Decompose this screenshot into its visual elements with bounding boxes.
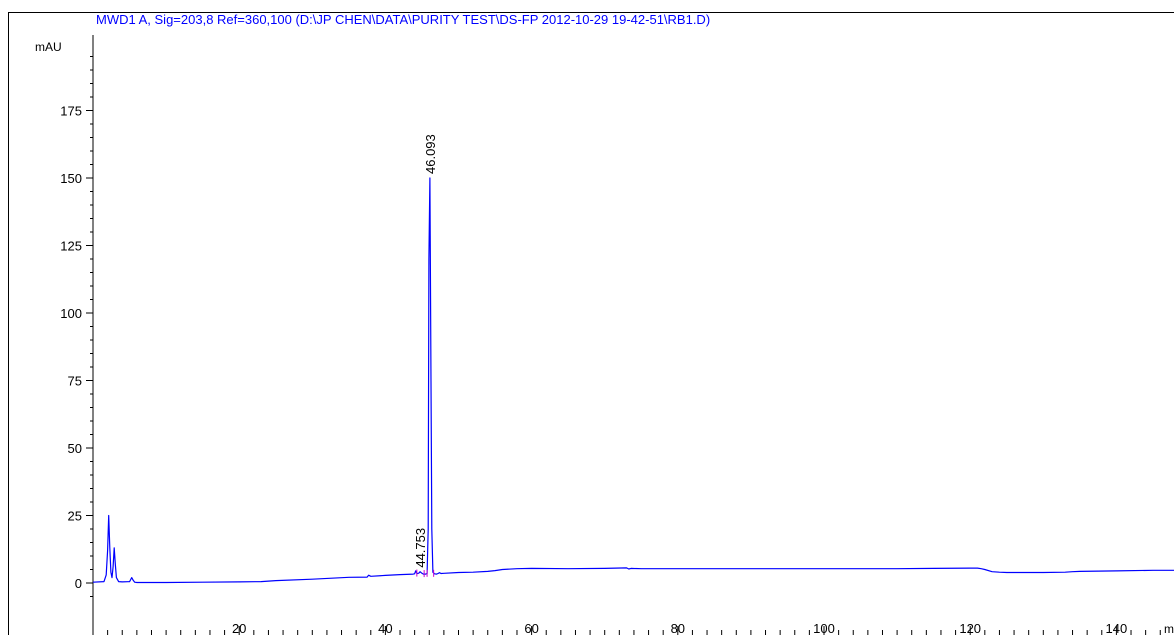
y-tick-label: 175 <box>60 104 82 119</box>
chart-labels: 0 25 50 75 100 125 150 175 mAU 20 40 60 80 100 120 140 m… <box>35 40 1174 635</box>
peak-label: 46.093 <box>423 134 438 174</box>
x-tick-label: 20 <box>232 621 246 635</box>
x-tick-label: 100 <box>813 621 835 635</box>
axes <box>86 35 1161 635</box>
plot-frame <box>8 12 1174 635</box>
y-tick-label: 25 <box>68 509 82 524</box>
y-tick-label: 50 <box>68 441 82 456</box>
x-tick-label: 60 <box>524 621 538 635</box>
y-tick-label: 100 <box>60 306 82 321</box>
x-tick-label: 140 <box>1106 621 1128 635</box>
x-tick-label: 120 <box>959 621 981 635</box>
x-tick-label: 40 <box>378 621 392 635</box>
y-tick-label: 125 <box>60 239 82 254</box>
y-axis-label: mAU <box>35 40 62 54</box>
x-tick-label: 80 <box>671 621 685 635</box>
y-tick-label: 150 <box>60 171 82 186</box>
peak-label: 44.753 <box>413 528 428 568</box>
y-tick-label: 75 <box>68 374 82 389</box>
series-line <box>92 177 1174 584</box>
x-axis-unit-label: m <box>1164 622 1174 635</box>
y-tick-label: 0 <box>75 576 82 591</box>
chart-title: MWD1 A, Sig=203,8 Ref=360,100 (D:\JP CHE… <box>96 12 711 27</box>
chart-marks <box>92 177 1174 584</box>
